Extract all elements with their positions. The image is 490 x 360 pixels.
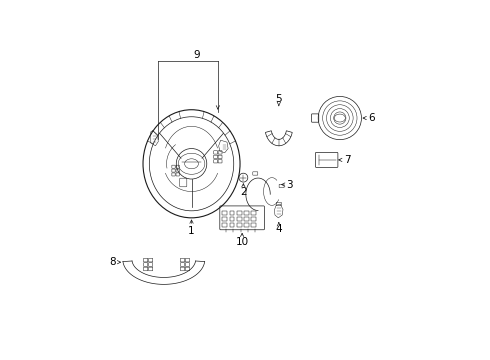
Bar <box>244 211 249 215</box>
Bar <box>222 217 227 221</box>
Text: 5: 5 <box>275 94 282 104</box>
Text: 7: 7 <box>343 155 350 165</box>
Bar <box>237 211 242 215</box>
Bar <box>251 217 256 221</box>
Bar <box>244 223 249 227</box>
Text: 1: 1 <box>188 226 195 236</box>
Text: 4: 4 <box>275 225 282 234</box>
Text: 6: 6 <box>368 113 374 123</box>
Text: 8: 8 <box>109 257 116 267</box>
Text: 3: 3 <box>286 180 293 190</box>
Bar <box>251 223 256 227</box>
Text: 10: 10 <box>236 237 249 247</box>
Bar <box>244 217 249 221</box>
Bar <box>229 211 235 215</box>
Bar <box>222 223 227 227</box>
Bar <box>229 217 235 221</box>
Bar <box>237 217 242 221</box>
Text: 2: 2 <box>240 187 246 197</box>
Bar <box>222 211 227 215</box>
Bar <box>237 223 242 227</box>
Bar <box>251 211 256 215</box>
Bar <box>229 223 235 227</box>
Text: 9: 9 <box>194 50 200 60</box>
